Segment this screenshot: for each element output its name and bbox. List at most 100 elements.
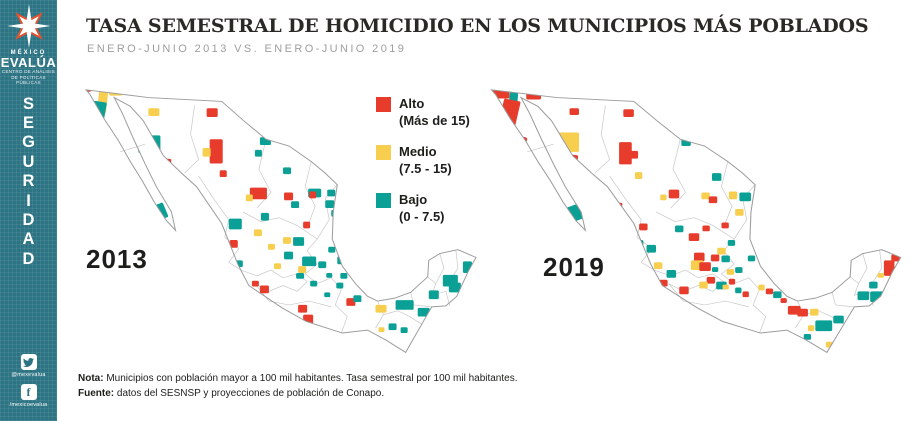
municipality-marker	[679, 286, 689, 295]
mexico-evalua-star-icon	[6, 4, 51, 48]
municipality-marker	[726, 269, 735, 275]
facebook-handle: /mexicoevalua	[9, 402, 48, 408]
map-2013: 2013	[78, 84, 480, 365]
municipality-marker	[309, 191, 317, 199]
municipality-marker	[807, 325, 815, 332]
municipality-marker	[395, 300, 414, 310]
municipality-marker	[284, 192, 294, 201]
municipality-marker	[675, 225, 684, 233]
municipality-marker	[574, 168, 584, 177]
municipality-marker	[747, 255, 756, 262]
municipality-marker	[717, 247, 726, 255]
legend-range-bajo: (0 - 7.5)	[399, 208, 445, 224]
municipality-marker	[587, 182, 602, 195]
municipality-marker	[148, 108, 160, 116]
municipality-marker	[254, 149, 262, 157]
municipality-marker	[758, 284, 765, 291]
facebook-icon[interactable]: f	[20, 384, 37, 400]
municipality-marker	[271, 309, 279, 316]
municipality-marker	[654, 301, 664, 308]
municipality-marker	[646, 244, 657, 253]
municipality-marker	[302, 256, 317, 267]
brand-tagline-2: DE POLÍTICAS PÚBLICAS	[11, 74, 46, 86]
page-subtitle: ENERO-JUNIO 2013 VS. ENERO-JUNIO 2019	[87, 43, 407, 55]
municipality-marker	[88, 100, 107, 135]
municipality-marker	[629, 150, 639, 159]
municipality-marker	[648, 288, 659, 297]
municipality-marker	[428, 290, 439, 300]
municipality-marker	[698, 315, 709, 325]
municipality-marker	[202, 147, 211, 157]
municipality-marker	[728, 278, 736, 285]
municipality-marker	[614, 218, 623, 226]
social-links: @mexevalua f /mexicoevalua	[0, 354, 57, 414]
municipality-marker	[98, 128, 112, 149]
municipality-marker	[694, 252, 705, 262]
municipality-marker	[668, 189, 680, 199]
municipality-marker	[639, 223, 648, 231]
twitter-handle: @mexevalua	[11, 372, 46, 378]
municipality-marker	[709, 320, 719, 328]
municipality-marker	[228, 218, 242, 230]
municipality-marker	[378, 327, 385, 333]
municipality-marker	[417, 307, 430, 317]
municipality-marker	[239, 300, 249, 308]
municipality-marker	[728, 191, 738, 200]
municipality-marker	[492, 89, 510, 99]
municipality-marker	[634, 172, 643, 179]
municipality-marker	[378, 285, 385, 291]
municipality-marker	[666, 270, 677, 278]
legend-item-bajo: Bajo (0 - 7.5)	[376, 192, 470, 225]
municipality-marker	[175, 181, 187, 193]
brand-country: MÉXICO	[10, 50, 47, 56]
legend-item-medio: Medio (7.5 - 15)	[376, 144, 470, 177]
municipality-marker	[188, 217, 196, 225]
municipality-marker	[555, 132, 580, 152]
municipality-marker	[466, 248, 473, 254]
legend-swatch-bajo	[376, 193, 391, 208]
municipality-marker	[293, 237, 305, 246]
municipality-marker	[565, 154, 579, 175]
municipality-marker	[284, 251, 294, 260]
municipality-marker	[877, 272, 884, 278]
municipality-marker	[765, 288, 774, 295]
municipality-marker	[340, 272, 348, 279]
brand-name: EVALÚA	[0, 55, 57, 70]
mexico-map-svg-2013	[84, 89, 477, 354]
municipality-marker	[168, 168, 177, 177]
municipality-marker	[619, 216, 630, 225]
municipality-marker	[653, 262, 663, 270]
municipality-marker	[869, 281, 878, 289]
municipality-marker	[253, 229, 262, 237]
municipality-marker	[161, 158, 172, 175]
twitter-icon[interactable]	[20, 354, 37, 370]
municipality-marker	[375, 304, 387, 313]
municipality-marker	[797, 308, 808, 317]
municipality-marker	[325, 200, 335, 209]
municipality-marker	[773, 291, 782, 299]
municipality-marker	[660, 194, 667, 201]
note-line: Nota: Municipios con población mayor a 1…	[78, 372, 518, 387]
source-text: datos del SESNSP y proyecciones de pobla…	[116, 387, 385, 399]
municipality-marker	[810, 308, 819, 316]
year-label-2019: 2019	[543, 252, 605, 282]
municipality-marker	[331, 209, 340, 217]
municipality-marker	[196, 239, 206, 247]
municipality-marker	[815, 320, 833, 332]
municipality-marker	[727, 240, 736, 246]
municipality-marker	[699, 281, 708, 289]
note-text: Municipios con población mayor a 100 mil…	[106, 373, 518, 384]
municipality-marker	[739, 192, 751, 202]
municipality-marker	[298, 266, 307, 273]
municipality-marker	[346, 298, 356, 306]
municipality-marker	[151, 152, 163, 163]
sidebar: MÉXICO EVALÚA CENTRO DE ANÁLISIS DE POLÍ…	[0, 0, 57, 421]
municipality-marker	[219, 170, 227, 178]
municipality-marker	[582, 173, 590, 180]
municipality-marker	[179, 193, 189, 201]
municipality-marker	[604, 207, 611, 215]
legend-item-alto: Alto (Más de 15)	[376, 96, 470, 129]
municipality-marker	[206, 108, 218, 117]
municipality-marker	[388, 323, 397, 331]
municipality-marker	[701, 192, 710, 200]
